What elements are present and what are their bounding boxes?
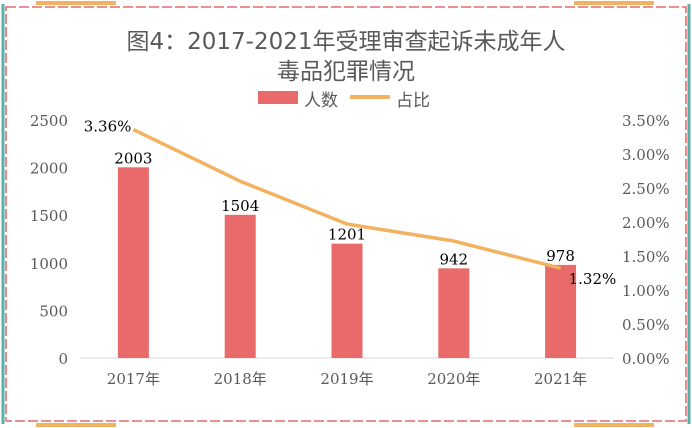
frame-border xyxy=(5,6,687,422)
bar xyxy=(331,243,363,358)
bar-data-label: 2003 xyxy=(114,149,152,167)
bar xyxy=(545,264,577,358)
legend-swatch-line xyxy=(350,95,390,99)
y-left-tick-label: 2000 xyxy=(30,160,68,178)
bar-data-label: 942 xyxy=(439,250,468,268)
y-right-tick-label: 1.00% xyxy=(622,282,670,300)
y-left-tick-label: 500 xyxy=(39,302,68,320)
chart-title-line-1: 图4：2017-2021年受理审查起诉未成年人 xyxy=(126,29,566,55)
bar xyxy=(117,167,149,358)
legend-label-count: 人数 xyxy=(304,91,338,111)
line-data-label: 1.32% xyxy=(569,270,617,288)
y-right-tick-label: 0.50% xyxy=(622,316,670,334)
y-left-tick-label: 0 xyxy=(58,350,68,368)
x-tick-label: 2018年 xyxy=(214,370,267,388)
line-data-label: 3.36% xyxy=(84,118,132,136)
x-tick-label: 2019年 xyxy=(320,370,373,388)
bar xyxy=(224,214,256,358)
legend-swatch-bar xyxy=(258,91,298,104)
bar xyxy=(438,268,470,358)
bar-data-label: 978 xyxy=(546,247,575,265)
y-right-tick-label: 2.00% xyxy=(622,214,670,232)
x-tick-label: 2017年 xyxy=(107,370,160,388)
chart-title-line-2: 毒品犯罪情况 xyxy=(277,59,415,85)
y-right-tick-label: 1.50% xyxy=(622,248,670,266)
x-tick-label: 2020年 xyxy=(427,370,480,388)
y-left-tick-label: 1500 xyxy=(30,207,68,225)
y-right-tick-label: 3.00% xyxy=(622,146,670,164)
legend-label-ratio: 占比 xyxy=(396,91,430,111)
y-left-tick-label: 2500 xyxy=(30,112,68,130)
y-right-tick-label: 0.00% xyxy=(622,350,670,368)
x-tick-label: 2021年 xyxy=(534,370,587,388)
y-right-tick-label: 3.50% xyxy=(622,112,670,130)
bar-data-label: 1201 xyxy=(328,226,366,244)
y-right-tick-label: 2.50% xyxy=(622,180,670,198)
bar-data-label: 1504 xyxy=(221,197,259,215)
y-left-tick-label: 1000 xyxy=(30,255,68,273)
